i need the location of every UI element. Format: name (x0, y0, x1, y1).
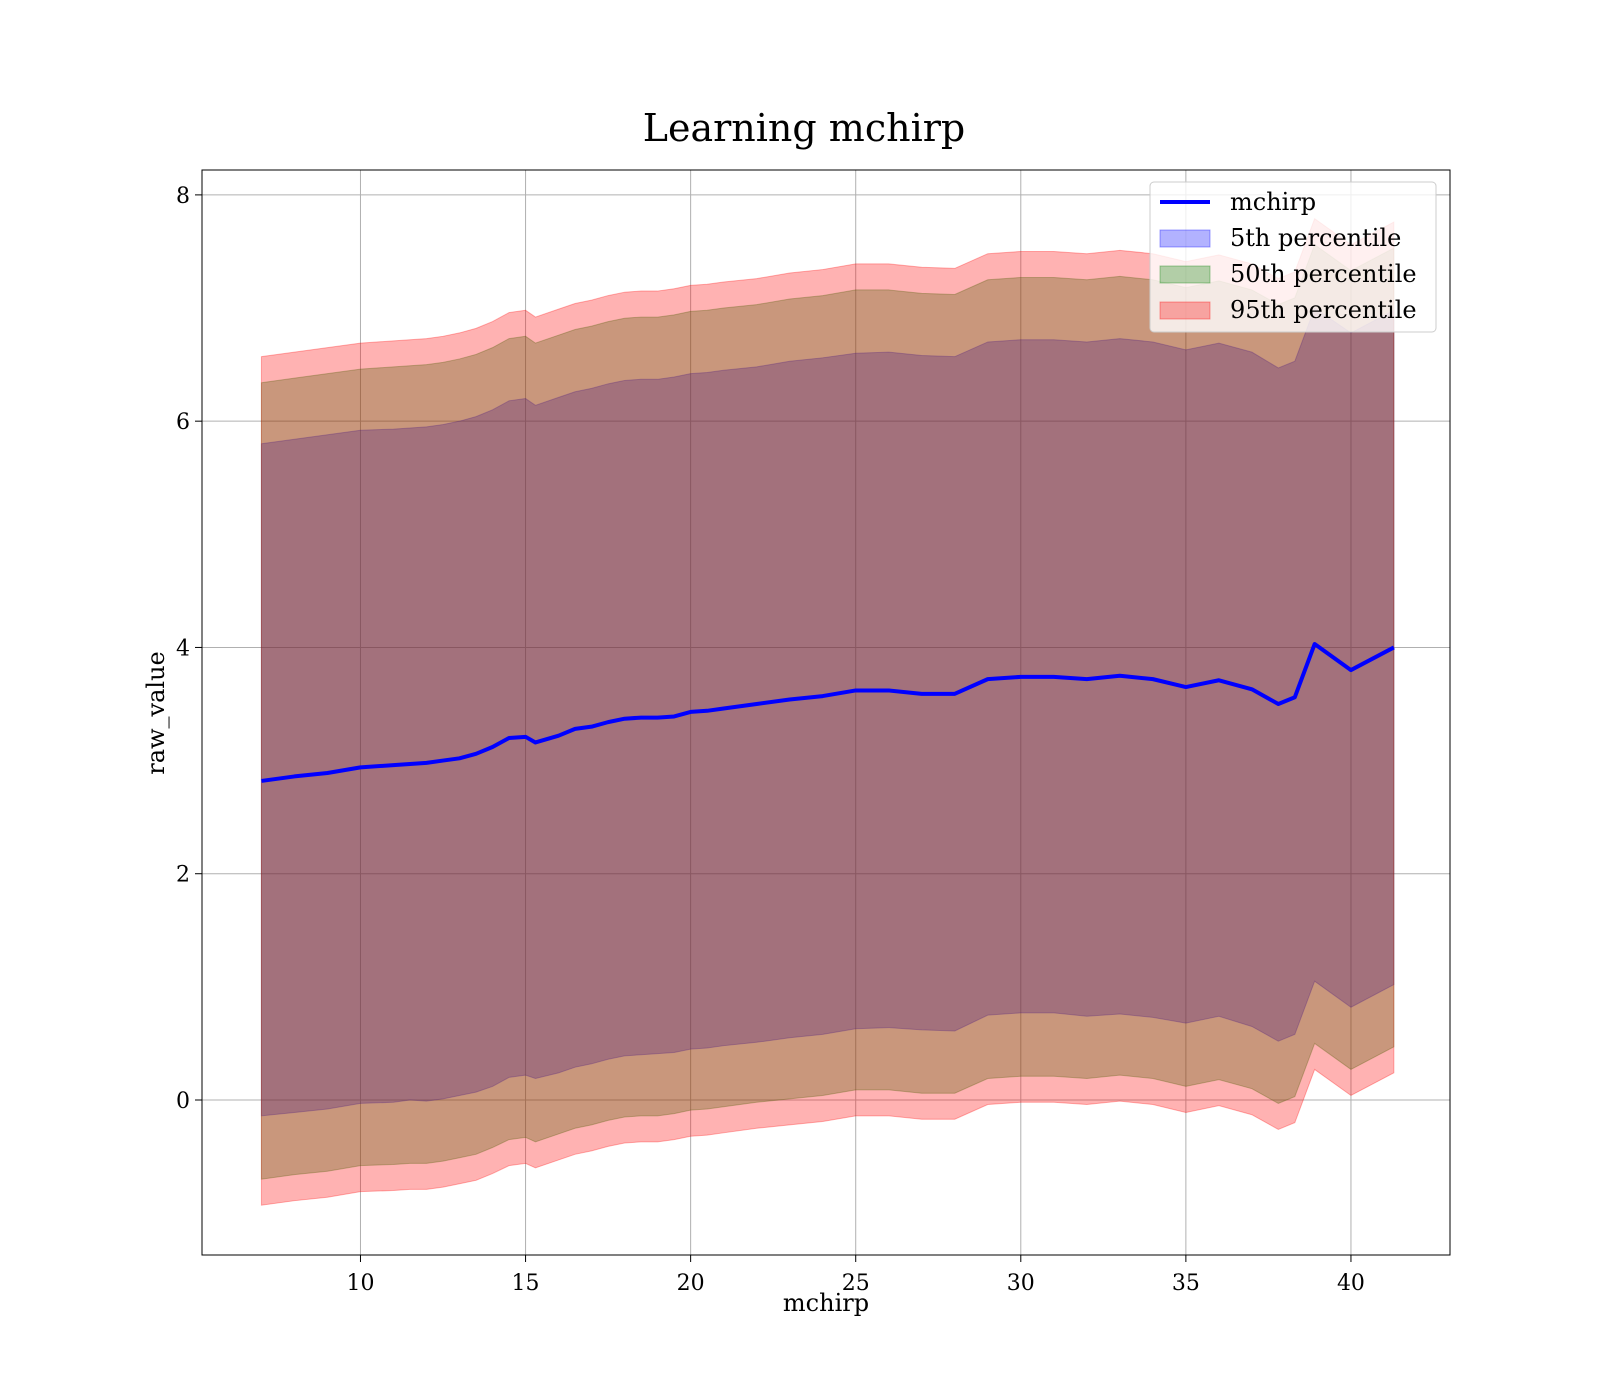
x-tick-label: 25 (842, 1271, 870, 1296)
y-tick-label: 2 (176, 863, 190, 888)
legend-label: 50th percentile (1230, 260, 1417, 288)
x-axis-label: mchirp (783, 1289, 869, 1317)
x-tick-label: 40 (1337, 1271, 1365, 1296)
plot-area (201, 169, 1451, 1256)
y-tick-label: 6 (176, 410, 190, 435)
legend-swatch-band (1159, 229, 1211, 248)
band-2 (260, 243, 1395, 1180)
chart-title: Learning mchirp (643, 106, 965, 150)
band-1 (260, 307, 1395, 1117)
x-tick-label: 15 (512, 1271, 540, 1296)
y-tick-label: 0 (176, 1089, 190, 1114)
legend-label: mchirp (1230, 188, 1316, 216)
x-tick-label: 10 (346, 1271, 374, 1296)
y-tick-label: 4 (176, 636, 190, 661)
ticks: 10 15 20 25 30 35 40 0 2 4 6 8 (176, 184, 1365, 1296)
lines (261, 642, 1395, 783)
legend-label: 5th percentile (1230, 224, 1401, 252)
series-line-mchirp (261, 642, 1395, 783)
bands (260, 217, 1395, 1206)
legend-label: 95th percentile (1230, 296, 1417, 324)
legend: mchirp 5th percentile 50th percentile 95th … (1149, 181, 1437, 333)
x-tick-label: 20 (677, 1271, 705, 1296)
legend-swatch-band (1159, 265, 1211, 284)
band-3 (260, 217, 1395, 1206)
legend-swatch-band (1159, 301, 1211, 320)
x-tick-label: 35 (1172, 1271, 1200, 1296)
y-tick-label: 8 (176, 184, 190, 209)
legend-box (1149, 181, 1437, 333)
y-axis-label: raw_value (142, 651, 170, 775)
x-tick-label: 30 (1007, 1271, 1035, 1296)
